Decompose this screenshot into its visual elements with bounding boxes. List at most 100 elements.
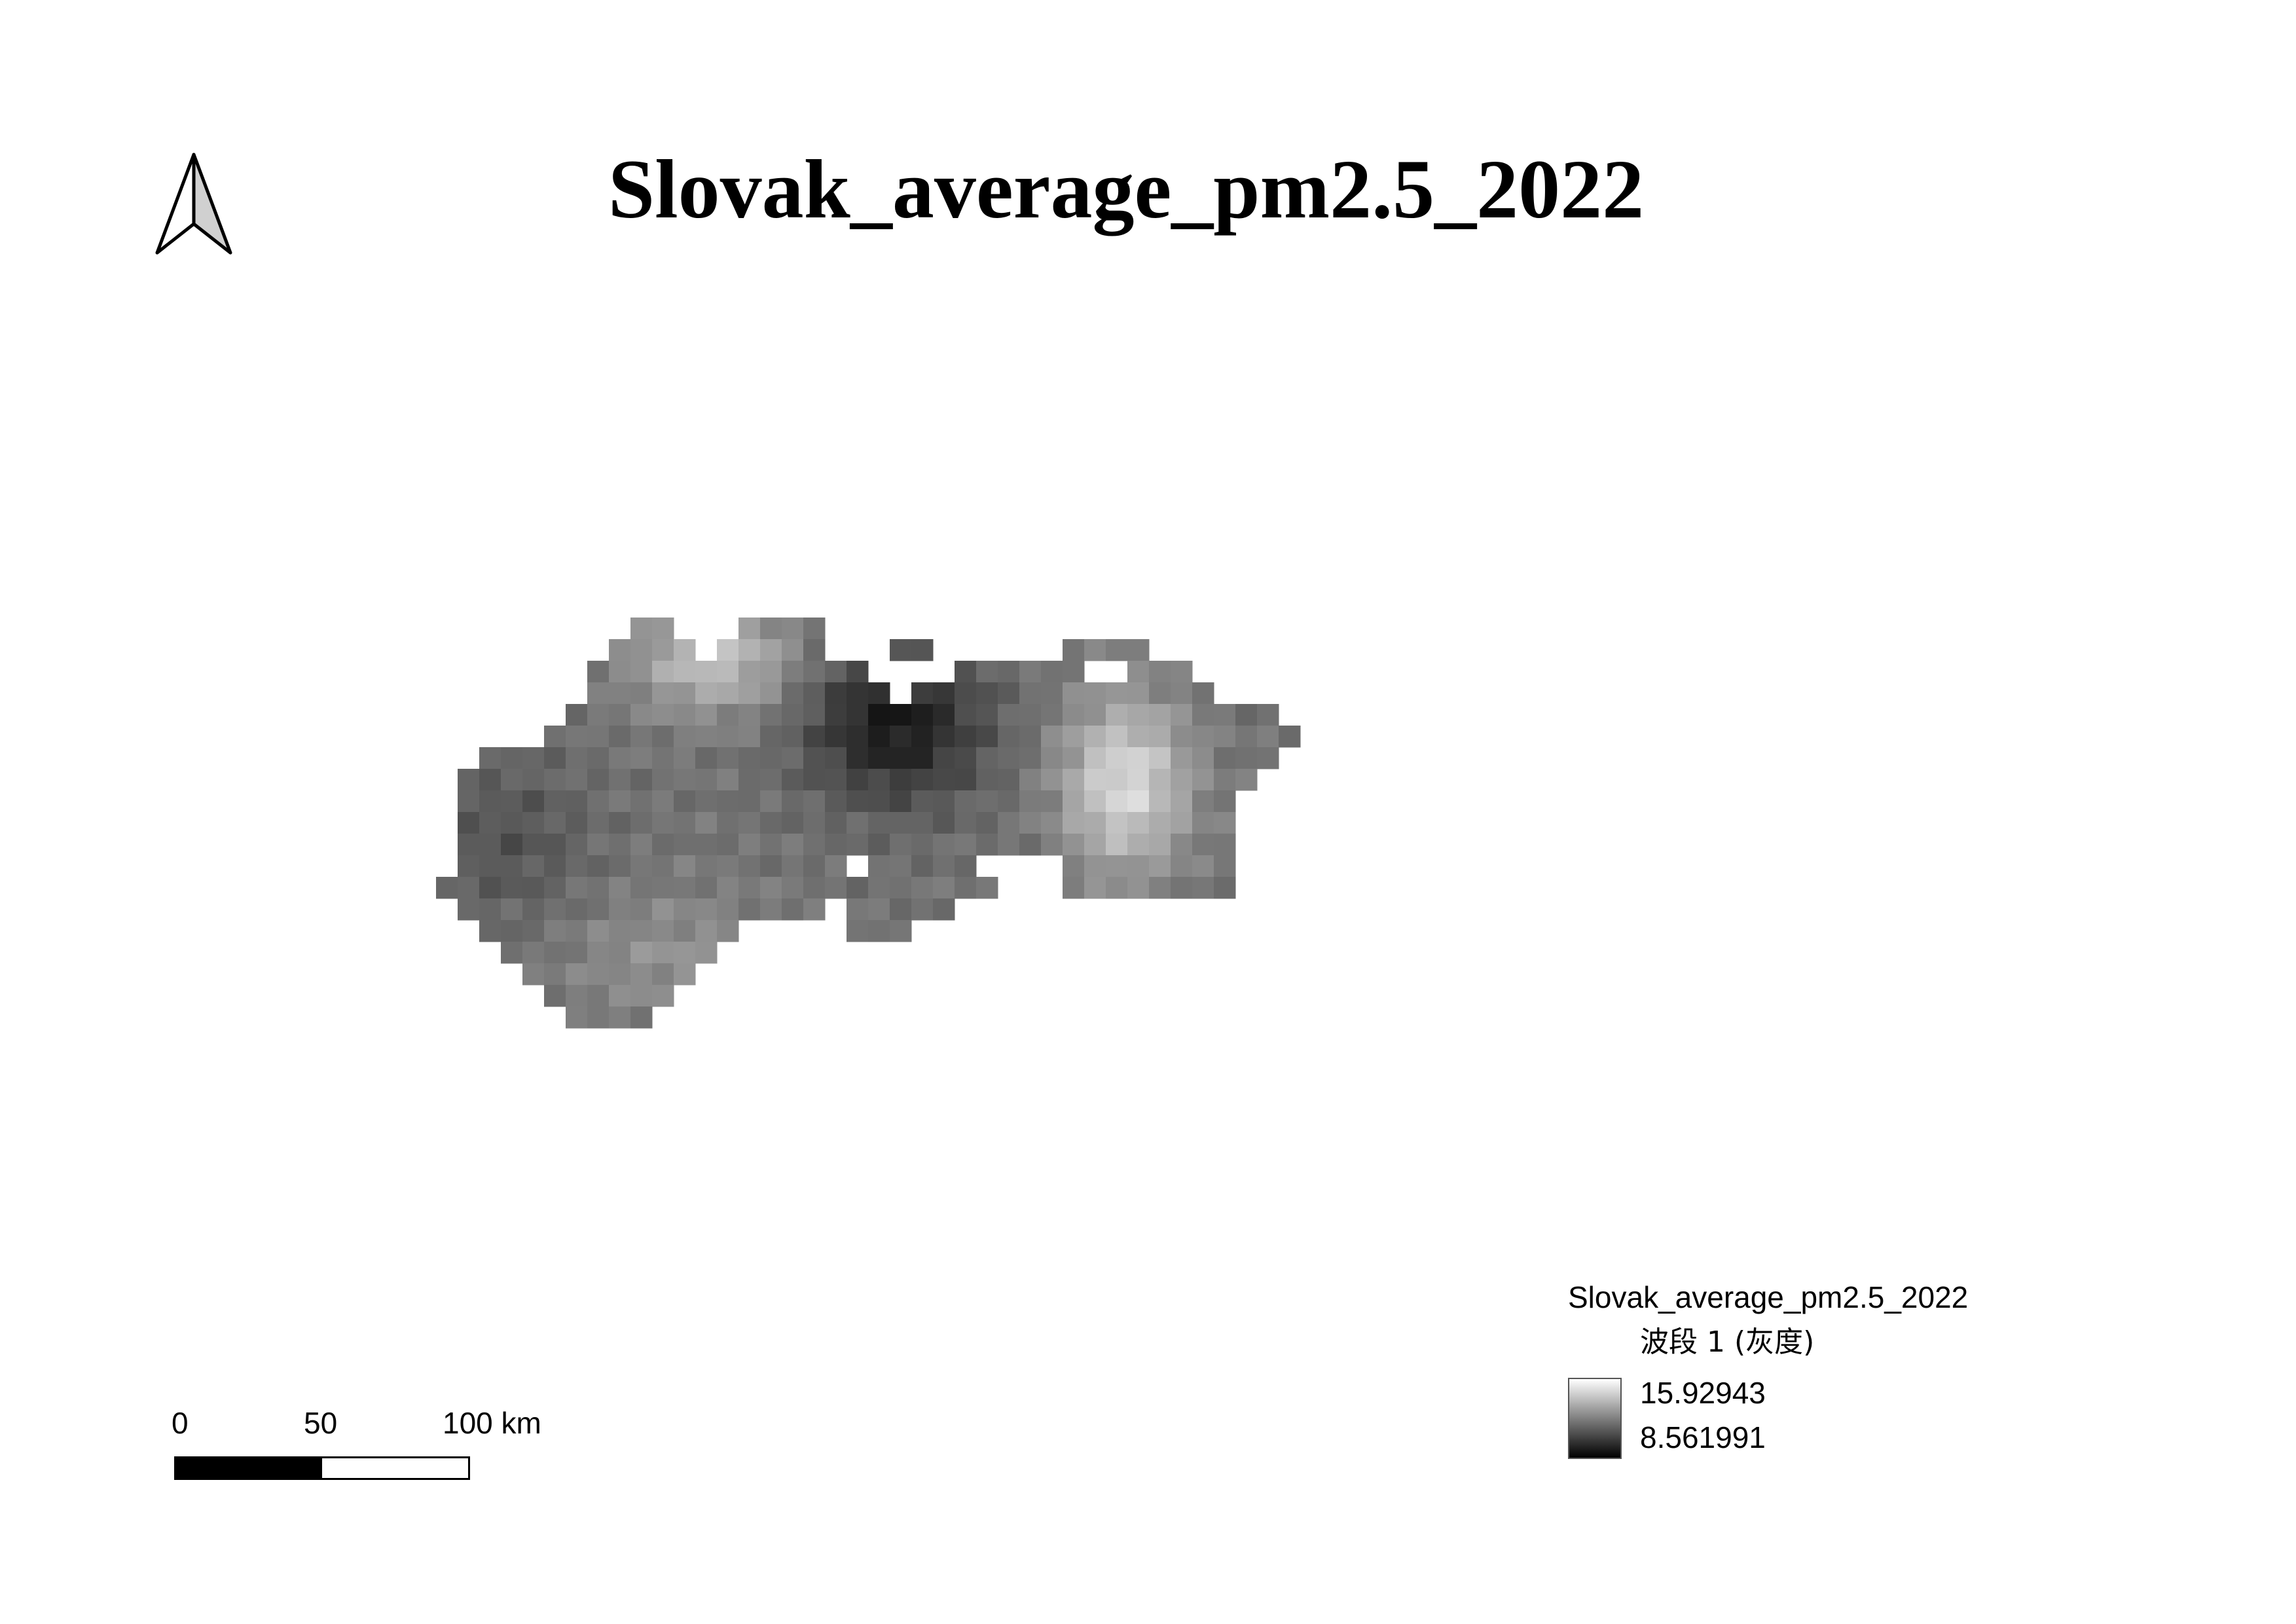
- raster-cell: [674, 834, 696, 856]
- raster-cell: [652, 963, 674, 986]
- raster-cell: [1127, 726, 1150, 748]
- raster-cell: [695, 942, 718, 964]
- raster-cell: [933, 855, 955, 877]
- raster-cell: [630, 920, 653, 942]
- raster-cell: [501, 834, 523, 856]
- raster-cell: [1019, 790, 1042, 813]
- raster-cell: [955, 726, 977, 748]
- raster-cell: [825, 682, 847, 705]
- raster-cell: [479, 747, 501, 769]
- raster-cell: [1063, 704, 1085, 726]
- raster-cell: [630, 769, 653, 791]
- raster-cell: [911, 726, 934, 748]
- raster-cell: [1214, 726, 1236, 748]
- raster-cell: [1127, 812, 1150, 834]
- raster-cell: [1106, 704, 1128, 726]
- raster-cell: [847, 769, 869, 791]
- raster-cell: [1171, 877, 1193, 899]
- raster-cell: [955, 747, 977, 769]
- raster-cell: [695, 747, 718, 769]
- raster-cell: [587, 855, 610, 877]
- raster-cell: [738, 704, 761, 726]
- raster-cell: [501, 920, 523, 942]
- raster-cell: [760, 790, 782, 813]
- raster-cell: [933, 834, 955, 856]
- raster-cell: [911, 898, 934, 921]
- raster-cell: [674, 877, 696, 899]
- raster-cell: [998, 682, 1020, 705]
- raster-cell: [544, 877, 566, 899]
- raster-cell: [717, 898, 739, 921]
- raster-cell: [825, 812, 847, 834]
- raster-cell: [609, 769, 631, 791]
- raster-cell: [1149, 877, 1171, 899]
- raster-cell: [609, 898, 631, 921]
- raster-cell: [1192, 855, 1214, 877]
- raster-cell: [479, 898, 501, 921]
- raster-cell: [544, 920, 566, 942]
- raster-cell: [738, 618, 761, 640]
- raster-cell: [738, 769, 761, 791]
- raster-cell: [587, 1006, 610, 1029]
- raster-cell: [501, 812, 523, 834]
- raster-cell: [501, 942, 523, 964]
- raster-cell: [717, 834, 739, 856]
- raster-cell: [609, 726, 631, 748]
- raster-cell: [458, 769, 480, 791]
- scale-label-50: 50: [304, 1406, 338, 1440]
- raster-cell: [976, 661, 998, 683]
- raster-cell: [1192, 790, 1214, 813]
- raster-cell: [1063, 747, 1085, 769]
- raster-cell: [1084, 834, 1106, 856]
- raster-cell: [1235, 747, 1258, 769]
- raster-cell: [738, 855, 761, 877]
- raster-cell: [1192, 726, 1214, 748]
- raster-cell: [695, 812, 718, 834]
- raster-cell: [976, 769, 998, 791]
- raster-cell: [695, 834, 718, 856]
- raster-cell: [609, 855, 631, 877]
- raster-cell: [652, 726, 674, 748]
- raster-cell: [544, 855, 566, 877]
- raster-cell: [803, 812, 826, 834]
- raster-cell: [868, 855, 890, 877]
- raster-cell: [1171, 682, 1193, 705]
- raster-cell: [890, 834, 912, 856]
- raster-cell: [847, 812, 869, 834]
- raster-cell: [1192, 682, 1214, 705]
- raster-cell: [652, 812, 674, 834]
- raster-cell: [803, 877, 826, 899]
- raster-cell: [1063, 661, 1085, 683]
- raster-cell: [566, 855, 588, 877]
- raster-cell: [458, 898, 480, 921]
- raster-cell: [544, 834, 566, 856]
- raster-cell: [479, 920, 501, 942]
- raster-cell: [630, 942, 653, 964]
- raster-cell: [652, 920, 674, 942]
- raster-cell: [1127, 877, 1150, 899]
- raster-cell: [479, 812, 501, 834]
- raster-cell: [847, 920, 869, 942]
- raster-cell: [695, 726, 718, 748]
- raster-cell: [652, 855, 674, 877]
- raster-cell: [1171, 834, 1193, 856]
- raster-cell: [760, 898, 782, 921]
- raster-cell: [1019, 726, 1042, 748]
- raster-cell: [1063, 639, 1085, 661]
- raster-cell: [566, 726, 588, 748]
- raster-cell: [890, 877, 912, 899]
- raster-cell: [890, 898, 912, 921]
- raster-cell: [760, 747, 782, 769]
- raster-cell: [976, 747, 998, 769]
- raster-cell: [1214, 769, 1236, 791]
- raster-cell: [609, 877, 631, 899]
- raster-cell: [1019, 661, 1042, 683]
- raster-cell: [652, 898, 674, 921]
- raster-cell: [1192, 834, 1214, 856]
- raster-cell: [522, 790, 545, 813]
- scale-label-0: 0: [172, 1406, 189, 1440]
- raster-cell: [609, 747, 631, 769]
- raster-cell: [674, 682, 696, 705]
- raster-cell: [587, 661, 610, 683]
- raster-cell: [955, 661, 977, 683]
